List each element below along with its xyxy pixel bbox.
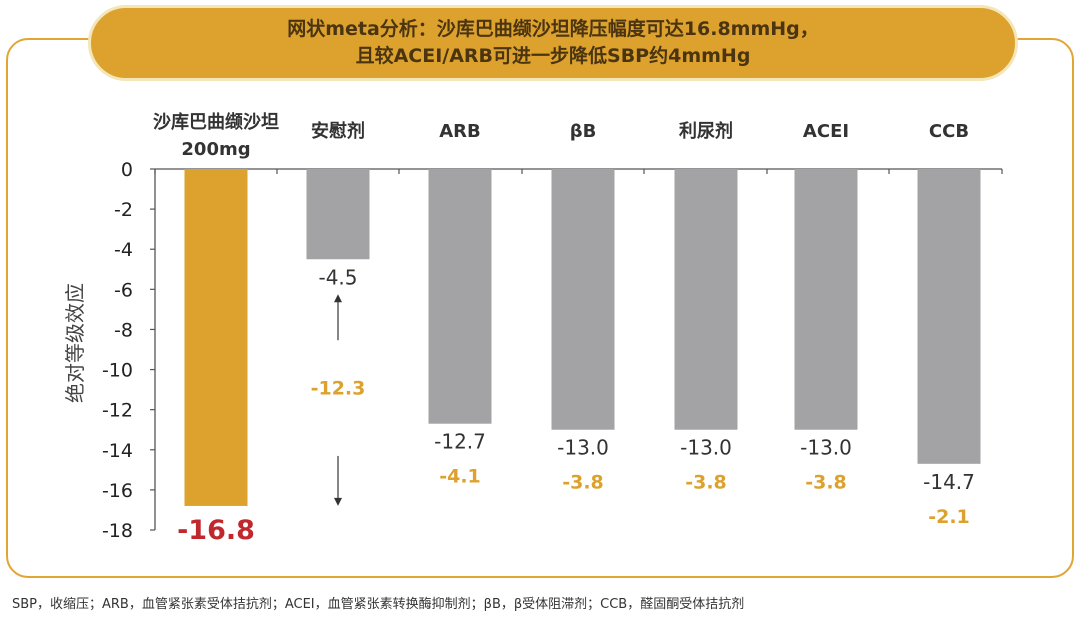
bar (184, 169, 248, 506)
y-axis-title: 绝对等级效应 (63, 283, 87, 403)
y-tick-label: -18 (102, 520, 133, 542)
category-label: 利尿剂 (679, 120, 733, 142)
category-label: 200mg (181, 139, 250, 160)
bar (428, 169, 492, 424)
difference-label: -2.1 (928, 506, 970, 528)
y-tick-label: -12 (102, 400, 133, 422)
category-label: βB (570, 121, 597, 142)
difference-label: -3.8 (805, 472, 847, 494)
y-tick-label: -10 (102, 360, 133, 382)
value-label: -13.0 (557, 436, 609, 460)
value-label: -13.0 (800, 436, 852, 460)
value-label: -12.7 (434, 430, 486, 454)
category-label: CCB (929, 121, 969, 142)
y-tick-label: -4 (114, 239, 133, 261)
category-label: 安慰剂 (311, 120, 365, 142)
title-line-2: 且较ACEI/ARB可进一步降低SBP约4mmHg (355, 45, 751, 67)
y-tick-label: -16 (102, 480, 133, 502)
value-label: -4.5 (318, 265, 357, 289)
arrowhead-up (334, 294, 342, 303)
difference-label: -3.8 (685, 472, 727, 494)
arrowhead-down (334, 497, 342, 506)
y-tick-label: -6 (114, 279, 133, 301)
y-tick-label: -8 (114, 319, 133, 341)
bar (794, 169, 858, 430)
category-label: ACEI (803, 121, 849, 142)
y-tick-label: -2 (114, 199, 133, 221)
value-label: -16.8 (177, 515, 255, 546)
title-line-1: 网状meta分析：沙库巴曲缬沙坦降压幅度可达16.8mmHg， (287, 18, 819, 40)
value-label: -13.0 (680, 436, 732, 460)
bar (917, 169, 981, 464)
title-banner: 网状meta分析：沙库巴曲缬沙坦降压幅度可达16.8mmHg， 且较ACEI/A… (88, 5, 1018, 81)
footnote: SBP，收缩压；ARB，血管紧张素受体拮抗剂；ACEI，血管紧张素转换酶抑制剂；… (12, 597, 745, 612)
difference-label: -3.8 (562, 472, 604, 494)
bar (306, 169, 370, 260)
difference-label: -4.1 (439, 466, 481, 488)
y-tick-label: 0 (121, 159, 133, 181)
bar (674, 169, 738, 430)
difference-label: -12.3 (311, 378, 366, 400)
bar (551, 169, 615, 430)
y-tick-label: -14 (102, 440, 133, 462)
value-label: -14.7 (923, 470, 975, 494)
category-label: 沙库巴曲缬沙坦 (153, 111, 279, 133)
category-label: ARB (439, 121, 481, 142)
